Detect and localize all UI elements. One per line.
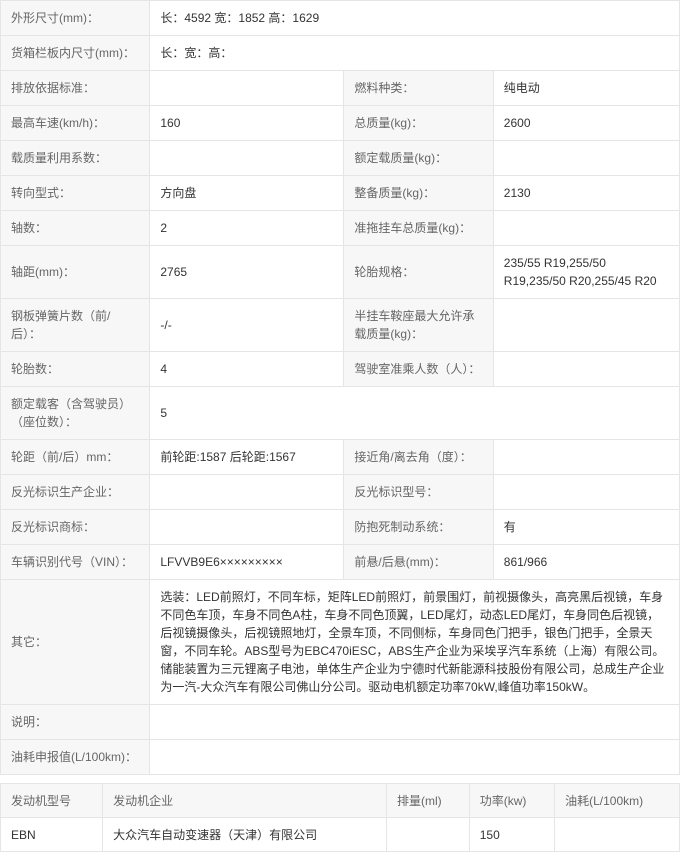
track-label: 轮距（前/后）mm： bbox=[1, 440, 150, 475]
saddle-label: 半挂车鞍座最大允许承载质量(kg)： bbox=[344, 299, 493, 352]
vehicle-spec-table: 外形尺寸(mm)： 长：4592 宽：1852 高：1629 货箱栏板内尺寸(m… bbox=[0, 0, 680, 775]
steering-label: 转向型式： bbox=[1, 176, 150, 211]
other-label: 其它： bbox=[1, 580, 150, 705]
tires-value: 4 bbox=[150, 352, 344, 387]
dimensions-value: 长：4592 宽：1852 高：1629 bbox=[150, 1, 680, 36]
fuel-cons-value bbox=[150, 740, 680, 775]
desc-value bbox=[150, 705, 680, 740]
engine-power: 150 bbox=[469, 818, 554, 852]
engine-fuel bbox=[555, 818, 680, 852]
engine-table: 发动机型号 发动机企业 排量(ml) 功率(kw) 油耗(L/100km) EB… bbox=[0, 783, 680, 852]
reflector-model-label: 反光标识型号： bbox=[344, 475, 493, 510]
engine-disp bbox=[386, 818, 469, 852]
spring-value: -/- bbox=[150, 299, 344, 352]
table-row: EBN 大众汽车自动变速器（天津）有限公司 150 bbox=[1, 818, 680, 852]
axles-label: 轴数： bbox=[1, 211, 150, 246]
top-speed-value: 160 bbox=[150, 106, 344, 141]
reflector-tm-value bbox=[150, 510, 344, 545]
tire-spec-label: 轮胎规格： bbox=[344, 246, 493, 299]
angle-label: 接近角/离去角（度）： bbox=[344, 440, 493, 475]
dimensions-label: 外形尺寸(mm)： bbox=[1, 1, 150, 36]
engine-header-fuel: 油耗(L/100km) bbox=[555, 784, 680, 818]
top-speed-label: 最高车速(km/h)： bbox=[1, 106, 150, 141]
vin-value: LFVVB9E6××××××××× bbox=[150, 545, 344, 580]
wheelbase-value: 2765 bbox=[150, 246, 344, 299]
load-util-label: 载质量利用系数： bbox=[1, 141, 150, 176]
emission-label: 排放依据标准： bbox=[1, 71, 150, 106]
tire-spec-value: 235/55 R19,255/50 R19,235/50 R20,255/45 … bbox=[493, 246, 679, 299]
spring-label: 钢板弹簧片数（前/后）： bbox=[1, 299, 150, 352]
passengers-label: 额定载客（含驾驶员）（座位数）： bbox=[1, 387, 150, 440]
engine-header-power: 功率(kw) bbox=[469, 784, 554, 818]
fuel-cons-label: 油耗申报值(L/100km)： bbox=[1, 740, 150, 775]
vin-label: 车辆识别代号（VIN）： bbox=[1, 545, 150, 580]
rated-load-label: 额定载质量(kg)： bbox=[344, 141, 493, 176]
load-util-value bbox=[150, 141, 344, 176]
reflector-model-value bbox=[493, 475, 679, 510]
gross-mass-label: 总质量(kg)： bbox=[344, 106, 493, 141]
other-value: 选装：LED前照灯，不同车标，矩阵LED前照灯，前景围灯，前视摄像头，高亮黑后视… bbox=[150, 580, 680, 705]
curb-mass-label: 整备质量(kg)： bbox=[344, 176, 493, 211]
angle-value bbox=[493, 440, 679, 475]
cab-cap-label: 驾驶室准乘人数（人）： bbox=[344, 352, 493, 387]
wheelbase-label: 轴距(mm)： bbox=[1, 246, 150, 299]
rated-load-value bbox=[493, 141, 679, 176]
axles-value: 2 bbox=[150, 211, 344, 246]
curb-mass-value: 2130 bbox=[493, 176, 679, 211]
engine-header-mfr: 发动机企业 bbox=[103, 784, 387, 818]
abs-value: 有 bbox=[493, 510, 679, 545]
engine-model: EBN bbox=[1, 818, 103, 852]
cab-cap-value bbox=[493, 352, 679, 387]
cargo-label: 货箱栏板内尺寸(mm)： bbox=[1, 36, 150, 71]
reflector-tm-label: 反光标识商标： bbox=[1, 510, 150, 545]
cargo-value: 长：宽：高： bbox=[150, 36, 680, 71]
overhang-value: 861/966 bbox=[493, 545, 679, 580]
abs-label: 防抱死制动系统： bbox=[344, 510, 493, 545]
passengers-value: 5 bbox=[150, 387, 680, 440]
reflector-mfr-label: 反光标识生产企业： bbox=[1, 475, 150, 510]
engine-header-disp: 排量(ml) bbox=[386, 784, 469, 818]
overhang-label: 前悬/后悬(mm)： bbox=[344, 545, 493, 580]
track-value: 前轮距:1587 后轮距:1567 bbox=[150, 440, 344, 475]
trailer-mass-value bbox=[493, 211, 679, 246]
fuel-label: 燃料种类： bbox=[344, 71, 493, 106]
steering-value: 方向盘 bbox=[150, 176, 344, 211]
gross-mass-value: 2600 bbox=[493, 106, 679, 141]
desc-label: 说明： bbox=[1, 705, 150, 740]
fuel-value: 纯电动 bbox=[493, 71, 679, 106]
engine-header-model: 发动机型号 bbox=[1, 784, 103, 818]
reflector-mfr-value bbox=[150, 475, 344, 510]
tires-label: 轮胎数： bbox=[1, 352, 150, 387]
engine-mfr: 大众汽车自动变速器（天津）有限公司 bbox=[103, 818, 387, 852]
emission-value bbox=[150, 71, 344, 106]
saddle-value bbox=[493, 299, 679, 352]
trailer-mass-label: 准拖挂车总质量(kg)： bbox=[344, 211, 493, 246]
